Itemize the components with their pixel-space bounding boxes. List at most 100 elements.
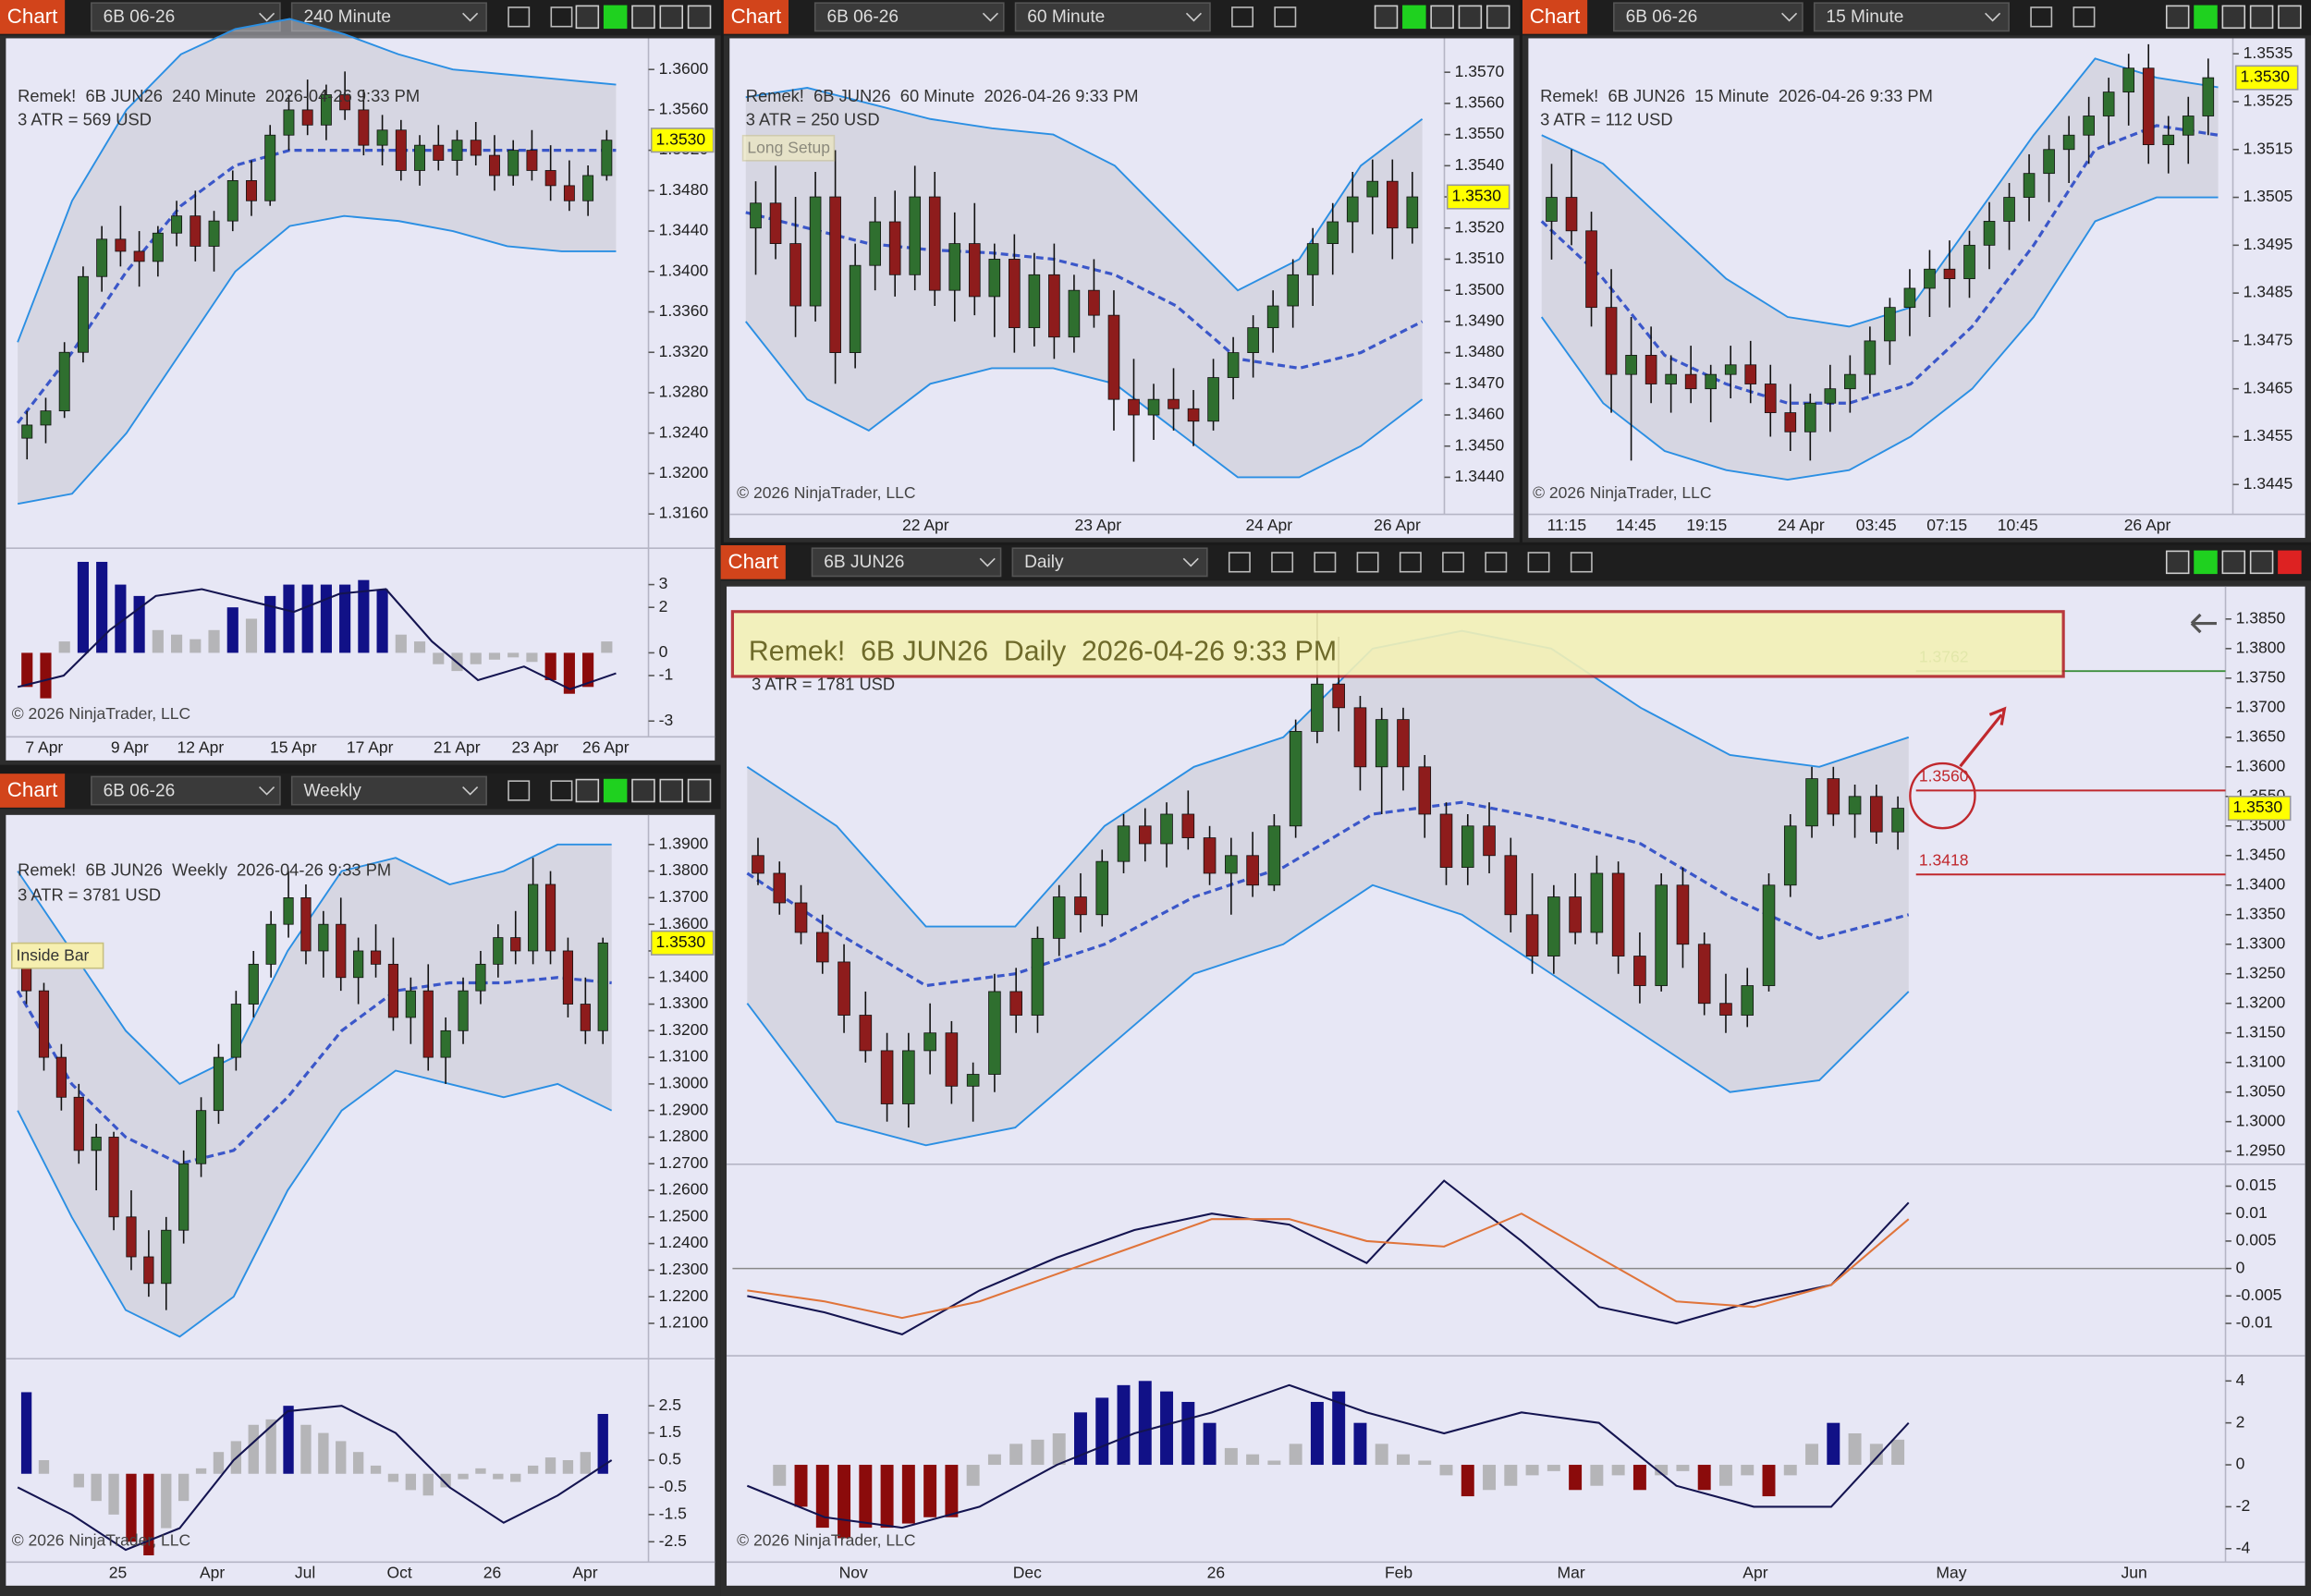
window-button[interactable] xyxy=(2249,550,2274,575)
candle-body xyxy=(1848,796,1862,815)
candle-body xyxy=(1665,373,1677,384)
window-button[interactable] xyxy=(1430,5,1454,30)
interval-selector[interactable] xyxy=(1011,547,1208,578)
interval-selector[interactable] xyxy=(1813,2,2010,32)
toolbar-icon[interactable] xyxy=(1442,552,1465,573)
window-button[interactable] xyxy=(575,778,600,803)
candle-body xyxy=(1311,683,1324,732)
toolbar-icon[interactable] xyxy=(1274,6,1297,28)
chart-button-label: Chart xyxy=(7,5,58,28)
lower-band xyxy=(1540,196,2219,481)
window-button[interactable] xyxy=(2221,5,2246,30)
window-button[interactable] xyxy=(1458,5,1483,30)
histogram-bar xyxy=(544,652,556,680)
histogram-bar xyxy=(923,1465,937,1517)
histogram-bar xyxy=(966,1465,980,1486)
window-button[interactable] xyxy=(2165,550,2190,575)
candle-body xyxy=(433,144,445,161)
toolbar-icon[interactable] xyxy=(1570,552,1593,573)
toolbar-icon[interactable] xyxy=(1399,552,1422,573)
y-tick-label: 1.3850 xyxy=(2236,608,2286,627)
histogram-bar xyxy=(475,1468,486,1474)
histogram-bar xyxy=(387,1473,399,1482)
candle-body xyxy=(1353,707,1367,768)
candle-body xyxy=(387,963,399,1018)
window-button[interactable] xyxy=(2278,5,2302,30)
toolbar-icon[interactable] xyxy=(1485,552,1508,573)
toolbar-icon[interactable] xyxy=(1231,6,1254,28)
toolbar-icon[interactable] xyxy=(1314,552,1337,573)
chart-info: Remek! 6B JUN26 240 Minute 2026-04-26 9:… xyxy=(18,86,420,105)
band-fill xyxy=(18,844,612,1337)
oscillator-line xyxy=(747,1212,1910,1320)
x-tick-label: Feb xyxy=(1385,1564,1412,1582)
candle-body xyxy=(928,196,941,291)
last-price-label: 1.3530 xyxy=(1451,187,1501,205)
candle-body xyxy=(1187,408,1200,422)
candle-body xyxy=(1247,327,1259,353)
window-button[interactable] xyxy=(2165,5,2190,30)
interval-selector[interactable] xyxy=(290,775,487,806)
window-button[interactable] xyxy=(2278,550,2302,575)
histogram-bar xyxy=(1289,1444,1302,1466)
window-button[interactable] xyxy=(603,778,628,803)
atr-label: 3 ATR = 1781 USD xyxy=(752,674,895,693)
y-tick-label: 1.3800 xyxy=(2236,638,2286,656)
window-button[interactable] xyxy=(1486,5,1510,30)
candle-body xyxy=(1225,855,1238,874)
window-button[interactable] xyxy=(631,5,655,30)
window-button[interactable] xyxy=(1402,5,1426,30)
y-tick-label: 1.2500 xyxy=(659,1206,709,1224)
chart-button[interactable] xyxy=(0,774,66,808)
candle-body xyxy=(178,1163,190,1231)
candle-body xyxy=(264,134,276,201)
toolbar-icon[interactable] xyxy=(507,780,531,801)
x-tick-label: Jul xyxy=(295,1564,315,1582)
chart-button[interactable] xyxy=(1522,0,1588,34)
candle-body xyxy=(1074,896,1087,916)
x-tick-label: Apr xyxy=(572,1564,597,1582)
window-button[interactable] xyxy=(687,5,712,30)
candle-body xyxy=(750,202,762,229)
instrument-selector[interactable] xyxy=(91,775,281,806)
histogram-bar xyxy=(1095,1397,1109,1466)
candle-body xyxy=(1289,731,1302,827)
window-button[interactable] xyxy=(2249,5,2274,30)
chart-button[interactable] xyxy=(723,0,789,34)
window-button[interactable] xyxy=(1374,5,1399,30)
chart-button[interactable] xyxy=(0,0,66,34)
window-button[interactable] xyxy=(659,778,683,803)
toolbar-icon[interactable] xyxy=(2073,6,2096,28)
toolbar-icon[interactable] xyxy=(550,780,573,801)
window-button[interactable] xyxy=(2194,550,2218,575)
interval-selector[interactable] xyxy=(1014,2,1211,32)
instrument-selector[interactable] xyxy=(813,2,1005,32)
window-button[interactable] xyxy=(575,5,600,30)
price-level-label: 1.3560 xyxy=(1919,767,1969,786)
band-fill xyxy=(18,18,617,505)
toolbar-icon[interactable] xyxy=(2030,6,2053,28)
toolbar-icon[interactable] xyxy=(1228,552,1251,573)
interval-selector[interactable] xyxy=(290,2,487,32)
toolbar-icon[interactable] xyxy=(550,6,573,28)
toolbar-icon[interactable] xyxy=(507,6,531,28)
dropdown-arrow xyxy=(462,12,479,22)
window-button[interactable] xyxy=(2221,550,2246,575)
toolbar-icon[interactable] xyxy=(1527,552,1550,573)
histogram-bar xyxy=(301,584,313,653)
window-button[interactable] xyxy=(687,778,712,803)
window-button[interactable] xyxy=(2194,5,2218,30)
window-button[interactable] xyxy=(659,5,683,30)
window-button[interactable] xyxy=(603,5,628,30)
back-arrow[interactable] xyxy=(2190,613,2217,634)
toolbar-icon[interactable] xyxy=(1356,552,1379,573)
y-tick-label: 1.3560 xyxy=(1455,93,1505,112)
instrument-selector[interactable] xyxy=(811,547,1002,578)
window-button[interactable] xyxy=(631,778,655,803)
histogram-bar xyxy=(1483,1465,1497,1491)
y-tick-label: 1.2800 xyxy=(659,1127,709,1145)
chart-button[interactable] xyxy=(720,545,786,579)
candle-body xyxy=(1028,274,1041,329)
instrument-selector[interactable] xyxy=(1613,2,1804,32)
toolbar-icon[interactable] xyxy=(1271,552,1294,573)
